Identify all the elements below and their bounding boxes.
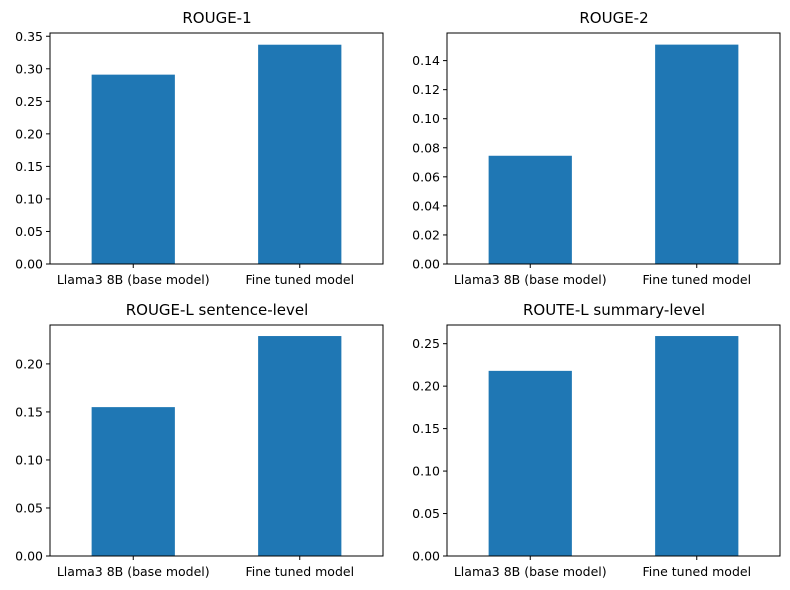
- y-tick-label: 0.25: [15, 94, 43, 109]
- x-tick-label: Fine tuned model: [245, 564, 354, 579]
- x-tick-label: Llama3 8B (base model): [454, 564, 607, 579]
- chart-title: ROUGE-1: [182, 9, 252, 27]
- y-tick-label: 0.20: [412, 379, 440, 394]
- y-tick-label: 0.10: [412, 464, 440, 479]
- axes-frame: [446, 32, 781, 265]
- y-tick-label: 0.06: [412, 169, 440, 184]
- y-tick-label: 0.15: [412, 421, 440, 436]
- chart-title: ROUGE-L sentence-level: [125, 301, 309, 319]
- y-tick-label: 0.10: [15, 191, 43, 206]
- y-tick-label: 0.04: [412, 198, 440, 213]
- y-tick-label: 0.20: [15, 356, 43, 371]
- bar: [655, 44, 739, 264]
- y-tick-label: 0.20: [15, 126, 43, 141]
- x-tick-label: Llama3 8B (base model): [57, 272, 210, 287]
- y-tick-label: 0.25: [412, 336, 440, 351]
- x-tick-label: Llama3 8B (base model): [57, 564, 210, 579]
- bar: [655, 336, 739, 556]
- y-tick-label: 0.15: [15, 404, 43, 419]
- axes-frame: [49, 324, 384, 557]
- x-tick-label: Fine tuned model: [642, 564, 751, 579]
- x-tick-label: Llama3 8B (base model): [454, 272, 607, 287]
- y-tick-label: 0.00: [15, 549, 43, 564]
- bar: [488, 155, 572, 264]
- y-tick-label: 0.00: [15, 257, 43, 272]
- y-tick-label: 0.00: [412, 257, 440, 272]
- bar: [258, 44, 342, 264]
- bar: [258, 336, 342, 556]
- y-tick-label: 0.30: [15, 61, 43, 76]
- axes-frame: [446, 324, 781, 557]
- bar: [91, 407, 175, 556]
- y-tick-label: 0.15: [15, 159, 43, 174]
- bar: [488, 370, 572, 556]
- y-tick-label: 0.00: [412, 549, 440, 564]
- chart-title: ROUTE-L summary-level: [523, 301, 705, 319]
- y-tick-label: 0.12: [412, 82, 440, 97]
- y-tick-label: 0.10: [412, 111, 440, 126]
- y-tick-label: 0.05: [412, 506, 440, 521]
- chart-title: ROUGE-2: [579, 9, 649, 27]
- bar: [91, 74, 175, 264]
- x-tick-label: Fine tuned model: [642, 272, 751, 287]
- y-tick-label: 0.08: [412, 140, 440, 155]
- y-tick-label: 0.02: [412, 227, 440, 242]
- axes-frame: [49, 32, 384, 265]
- x-tick-label: Fine tuned model: [245, 272, 354, 287]
- y-tick-label: 0.05: [15, 500, 43, 515]
- y-tick-label: 0.10: [15, 452, 43, 467]
- y-tick-label: 0.14: [412, 53, 440, 68]
- y-tick-label: 0.35: [15, 29, 43, 44]
- y-tick-label: 0.05: [15, 224, 43, 239]
